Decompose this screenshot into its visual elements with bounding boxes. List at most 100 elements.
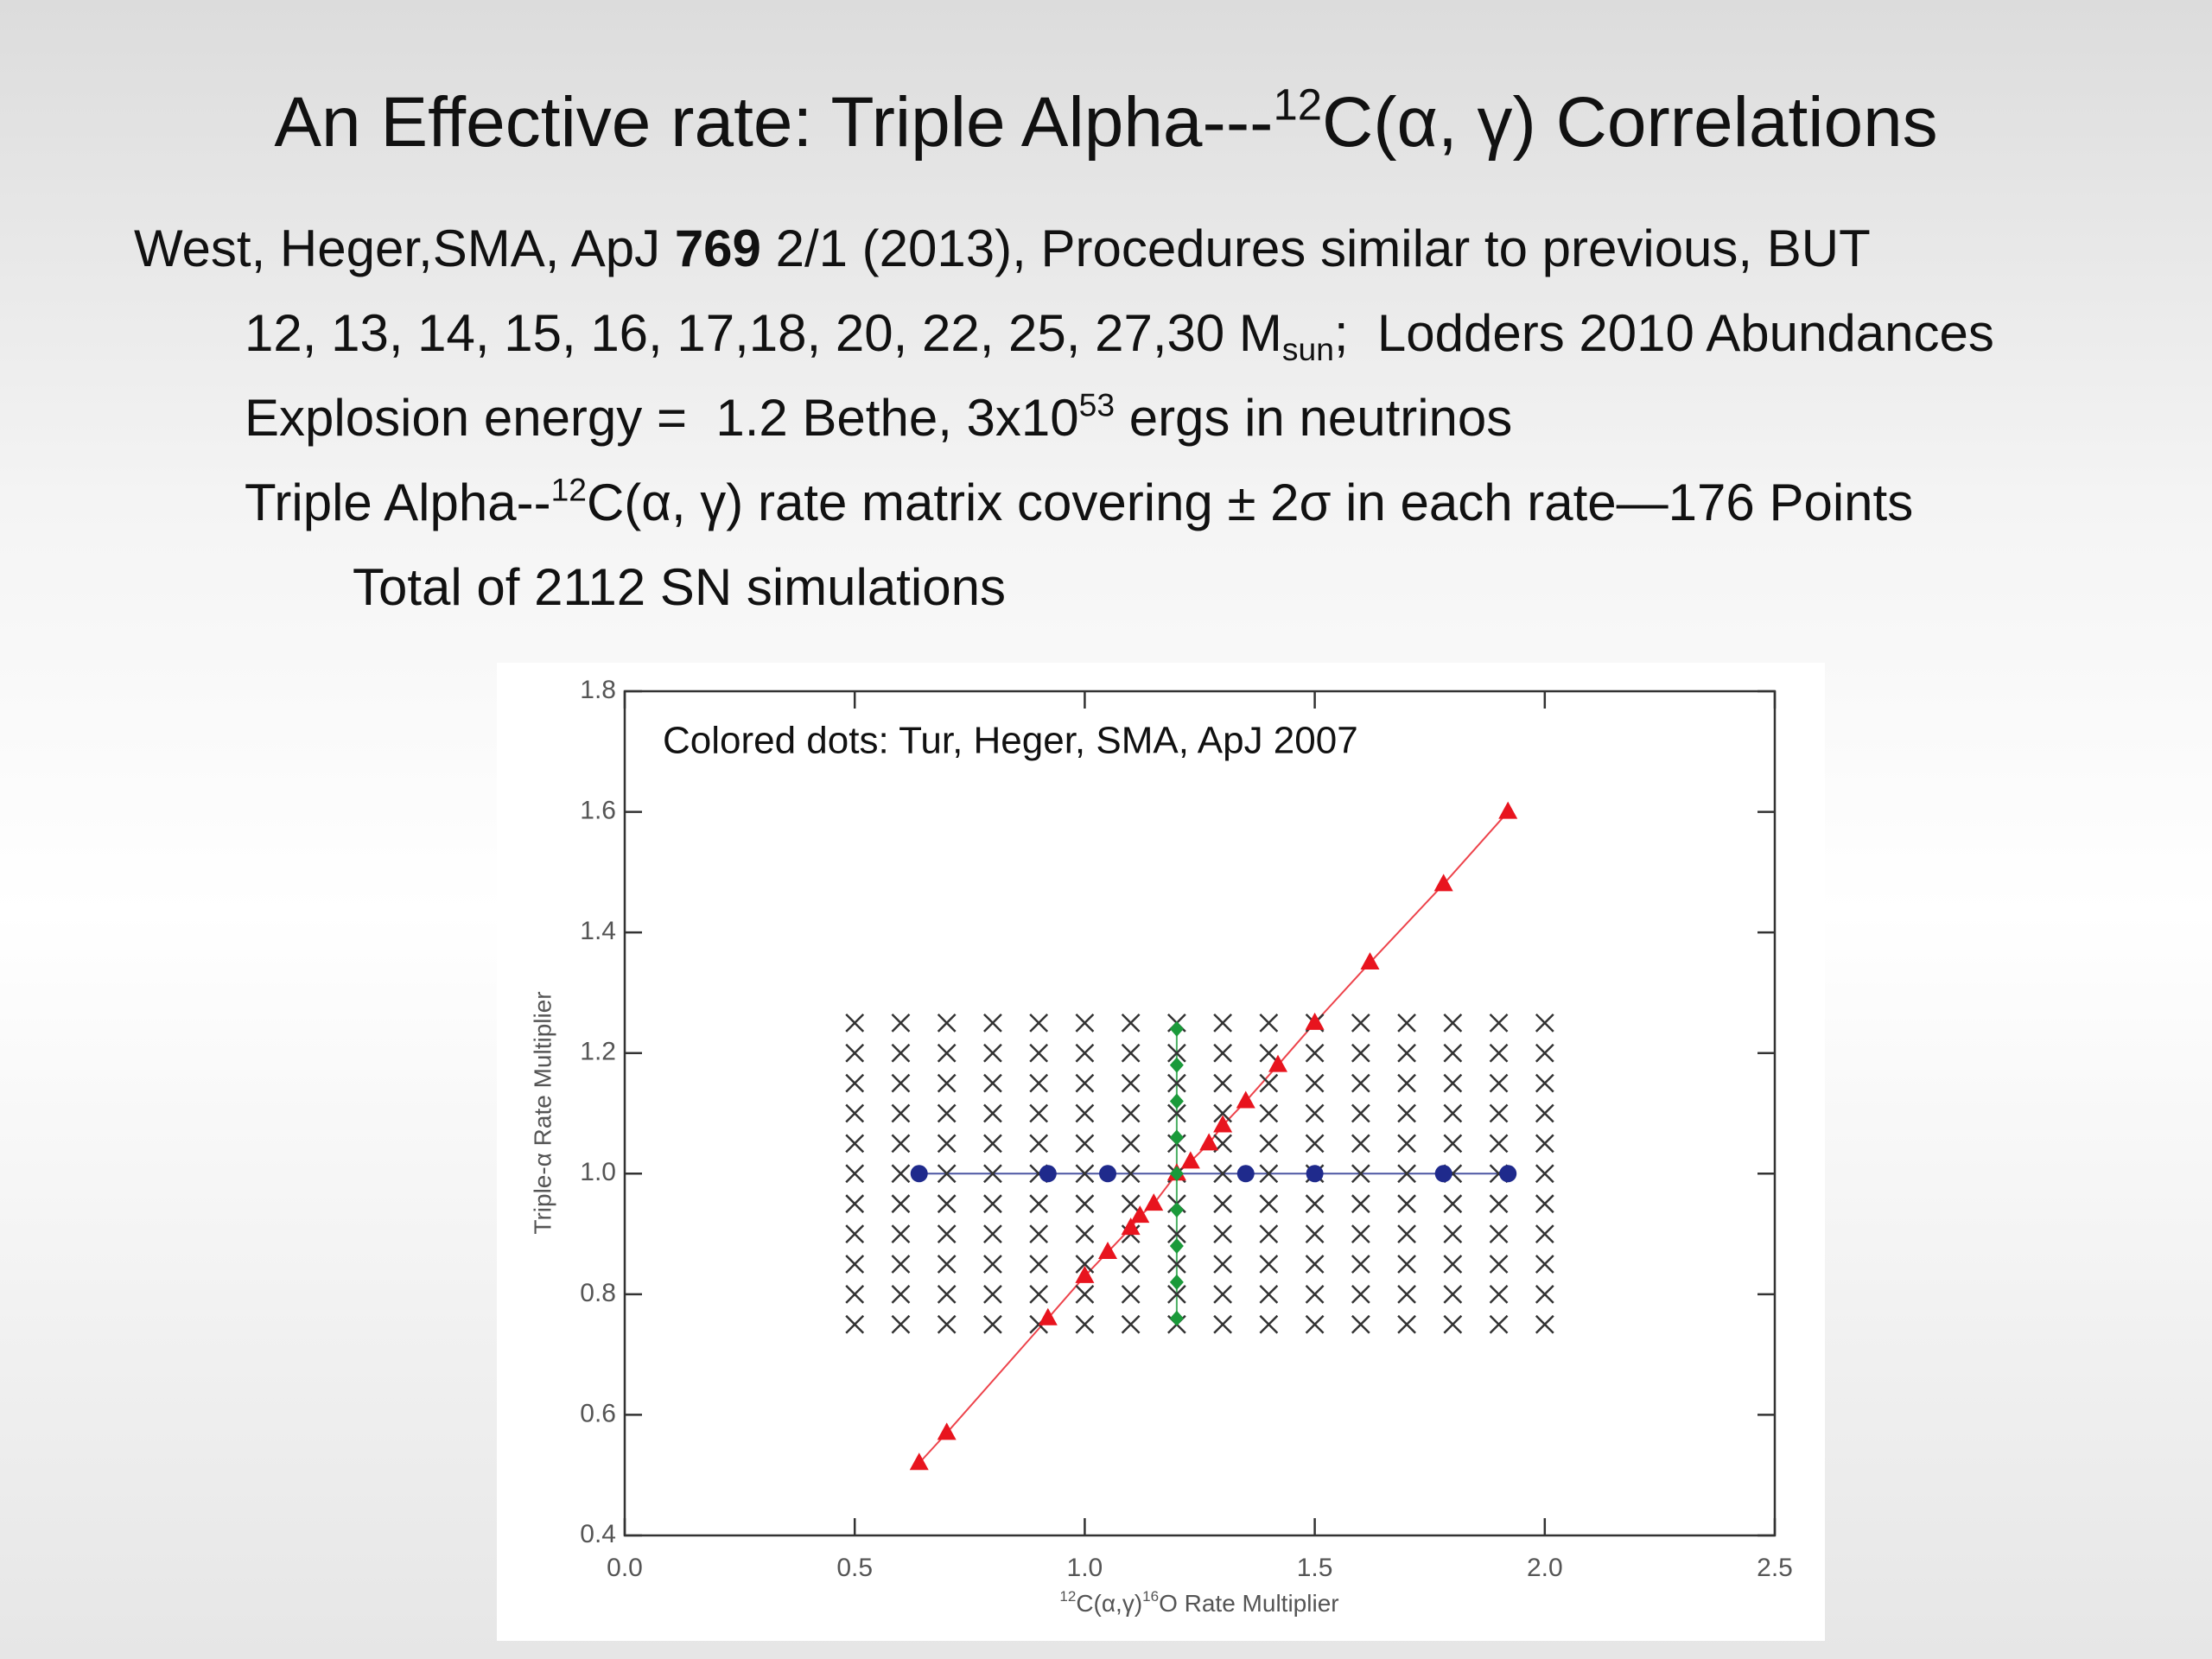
grid-point [1166, 1043, 1186, 1063]
y-tick-label: 1.0 [580, 1158, 616, 1186]
grid-point [1351, 1134, 1370, 1154]
grid-point [1075, 1255, 1095, 1274]
grid-point [1397, 1073, 1416, 1093]
grid-point [1213, 1013, 1233, 1033]
grid-point [1121, 1194, 1141, 1214]
triangle-point [1038, 1307, 1058, 1325]
grid-point [1397, 1255, 1416, 1274]
grid-point [1535, 1314, 1554, 1334]
grid-point [1121, 1284, 1141, 1304]
grid-point [1489, 1194, 1509, 1214]
triangle-point [1130, 1205, 1150, 1224]
grid-point [983, 1073, 1002, 1093]
grid-point [1443, 1043, 1463, 1063]
grid-point [1121, 1073, 1141, 1093]
grid-point [1397, 1013, 1416, 1033]
grid-point [845, 1103, 865, 1123]
grid-point [891, 1164, 911, 1184]
text: 12, 13, 14, 15, 16, 17,18, 20, 22, 25, 2… [245, 304, 1282, 362]
grid-point [1213, 1194, 1233, 1214]
grid-point [983, 1314, 1002, 1334]
grid-point [1213, 1284, 1233, 1304]
grid-point [1259, 1284, 1279, 1304]
y-tick-label: 0.8 [580, 1279, 616, 1307]
x-axis-label: 12C(α,γ)16O Rate Multiplier [1059, 1588, 1338, 1617]
diamond-point [1169, 1238, 1184, 1255]
grid-point [1397, 1134, 1416, 1154]
grid-point [1259, 1255, 1279, 1274]
circle-point [1039, 1165, 1057, 1183]
diamond-point [1169, 1129, 1184, 1146]
grid-point [845, 1043, 865, 1063]
grid-point [1305, 1103, 1325, 1123]
x-label-sup: 12 [1059, 1588, 1076, 1605]
grid-point [1443, 1073, 1463, 1093]
grid-point [1121, 1043, 1141, 1063]
x-tick-label: 2.0 [1527, 1554, 1563, 1582]
grid-point [1213, 1164, 1233, 1184]
grid-point [1535, 1284, 1554, 1304]
y-tick-label: 0.4 [580, 1520, 616, 1548]
x-label-text: O Rate Multiplier [1159, 1590, 1339, 1617]
grid-point [1489, 1013, 1509, 1033]
grid-point [1075, 1103, 1095, 1123]
bullet-line: West, Heger,SMA, ApJ 769 2/1 (2013), Pro… [134, 223, 1871, 275]
grid-point [1489, 1284, 1509, 1304]
grid-point [1351, 1164, 1370, 1184]
x-tick-label: 1.5 [1297, 1554, 1333, 1582]
grid-point [1489, 1073, 1509, 1093]
grid-point [1535, 1013, 1554, 1033]
grid-point [1305, 1224, 1325, 1243]
grid-point [891, 1314, 911, 1334]
grid-point [1029, 1255, 1049, 1274]
grid-point [1489, 1314, 1509, 1334]
annotation: Colored dots: Tur, Heger, SMA, ApJ 2007 [663, 720, 1358, 762]
grid-point [891, 1194, 911, 1214]
text: ; Lodders 2010 Abundances [1333, 304, 1994, 362]
triangle-point [1360, 952, 1380, 970]
diamond-point [1169, 1274, 1184, 1290]
grid-point [1075, 1314, 1095, 1334]
grid-point [1075, 1043, 1095, 1063]
grid-point [1489, 1224, 1509, 1243]
grid-point [845, 1013, 865, 1033]
grid-point [845, 1224, 865, 1243]
grid-point [937, 1103, 957, 1123]
grid-point [1213, 1314, 1233, 1334]
plot-frame [623, 690, 1777, 1537]
title-text: C(α, γ) Correlations [1322, 83, 1938, 162]
x-tick-label: 0.0 [607, 1554, 643, 1582]
grid-point [1075, 1134, 1095, 1154]
grid-point [1305, 1134, 1325, 1154]
grid-point [1121, 1314, 1141, 1334]
bullet-line: Total of 2112 SN simulations [353, 558, 1006, 616]
y-tick-label: 1.4 [580, 917, 616, 945]
triangle-point [1180, 1151, 1200, 1169]
grid-point [1443, 1194, 1463, 1214]
text-sup: 12 [550, 471, 587, 508]
grid-point [1397, 1164, 1416, 1184]
grid-point [1535, 1073, 1554, 1093]
y-tick-label: 1.6 [580, 796, 616, 824]
grid-point [1259, 1134, 1279, 1154]
grid-point [891, 1224, 911, 1243]
grid-point [1166, 1284, 1186, 1304]
circle-point [910, 1165, 928, 1183]
grid-point [1443, 1284, 1463, 1304]
triangle-point [1305, 1012, 1325, 1030]
grid-point [1075, 1224, 1095, 1243]
text-sup: 53 [1078, 386, 1116, 423]
grid-point [1259, 1073, 1279, 1093]
title-text: An Effective rate: Triple Alpha--- [274, 83, 1274, 162]
grid-point [1397, 1043, 1416, 1063]
grid-point [891, 1284, 911, 1304]
grid-point [1259, 1194, 1279, 1214]
bullet-line: Explosion energy = 1.2 Bethe, 3x1053 erg… [245, 389, 1512, 444]
grid-point [937, 1164, 957, 1184]
title-sup: 12 [1273, 79, 1323, 130]
grid-point [1213, 1224, 1233, 1243]
grid-point [937, 1224, 957, 1243]
grid-point [983, 1103, 1002, 1123]
grid-point [1121, 1013, 1141, 1033]
